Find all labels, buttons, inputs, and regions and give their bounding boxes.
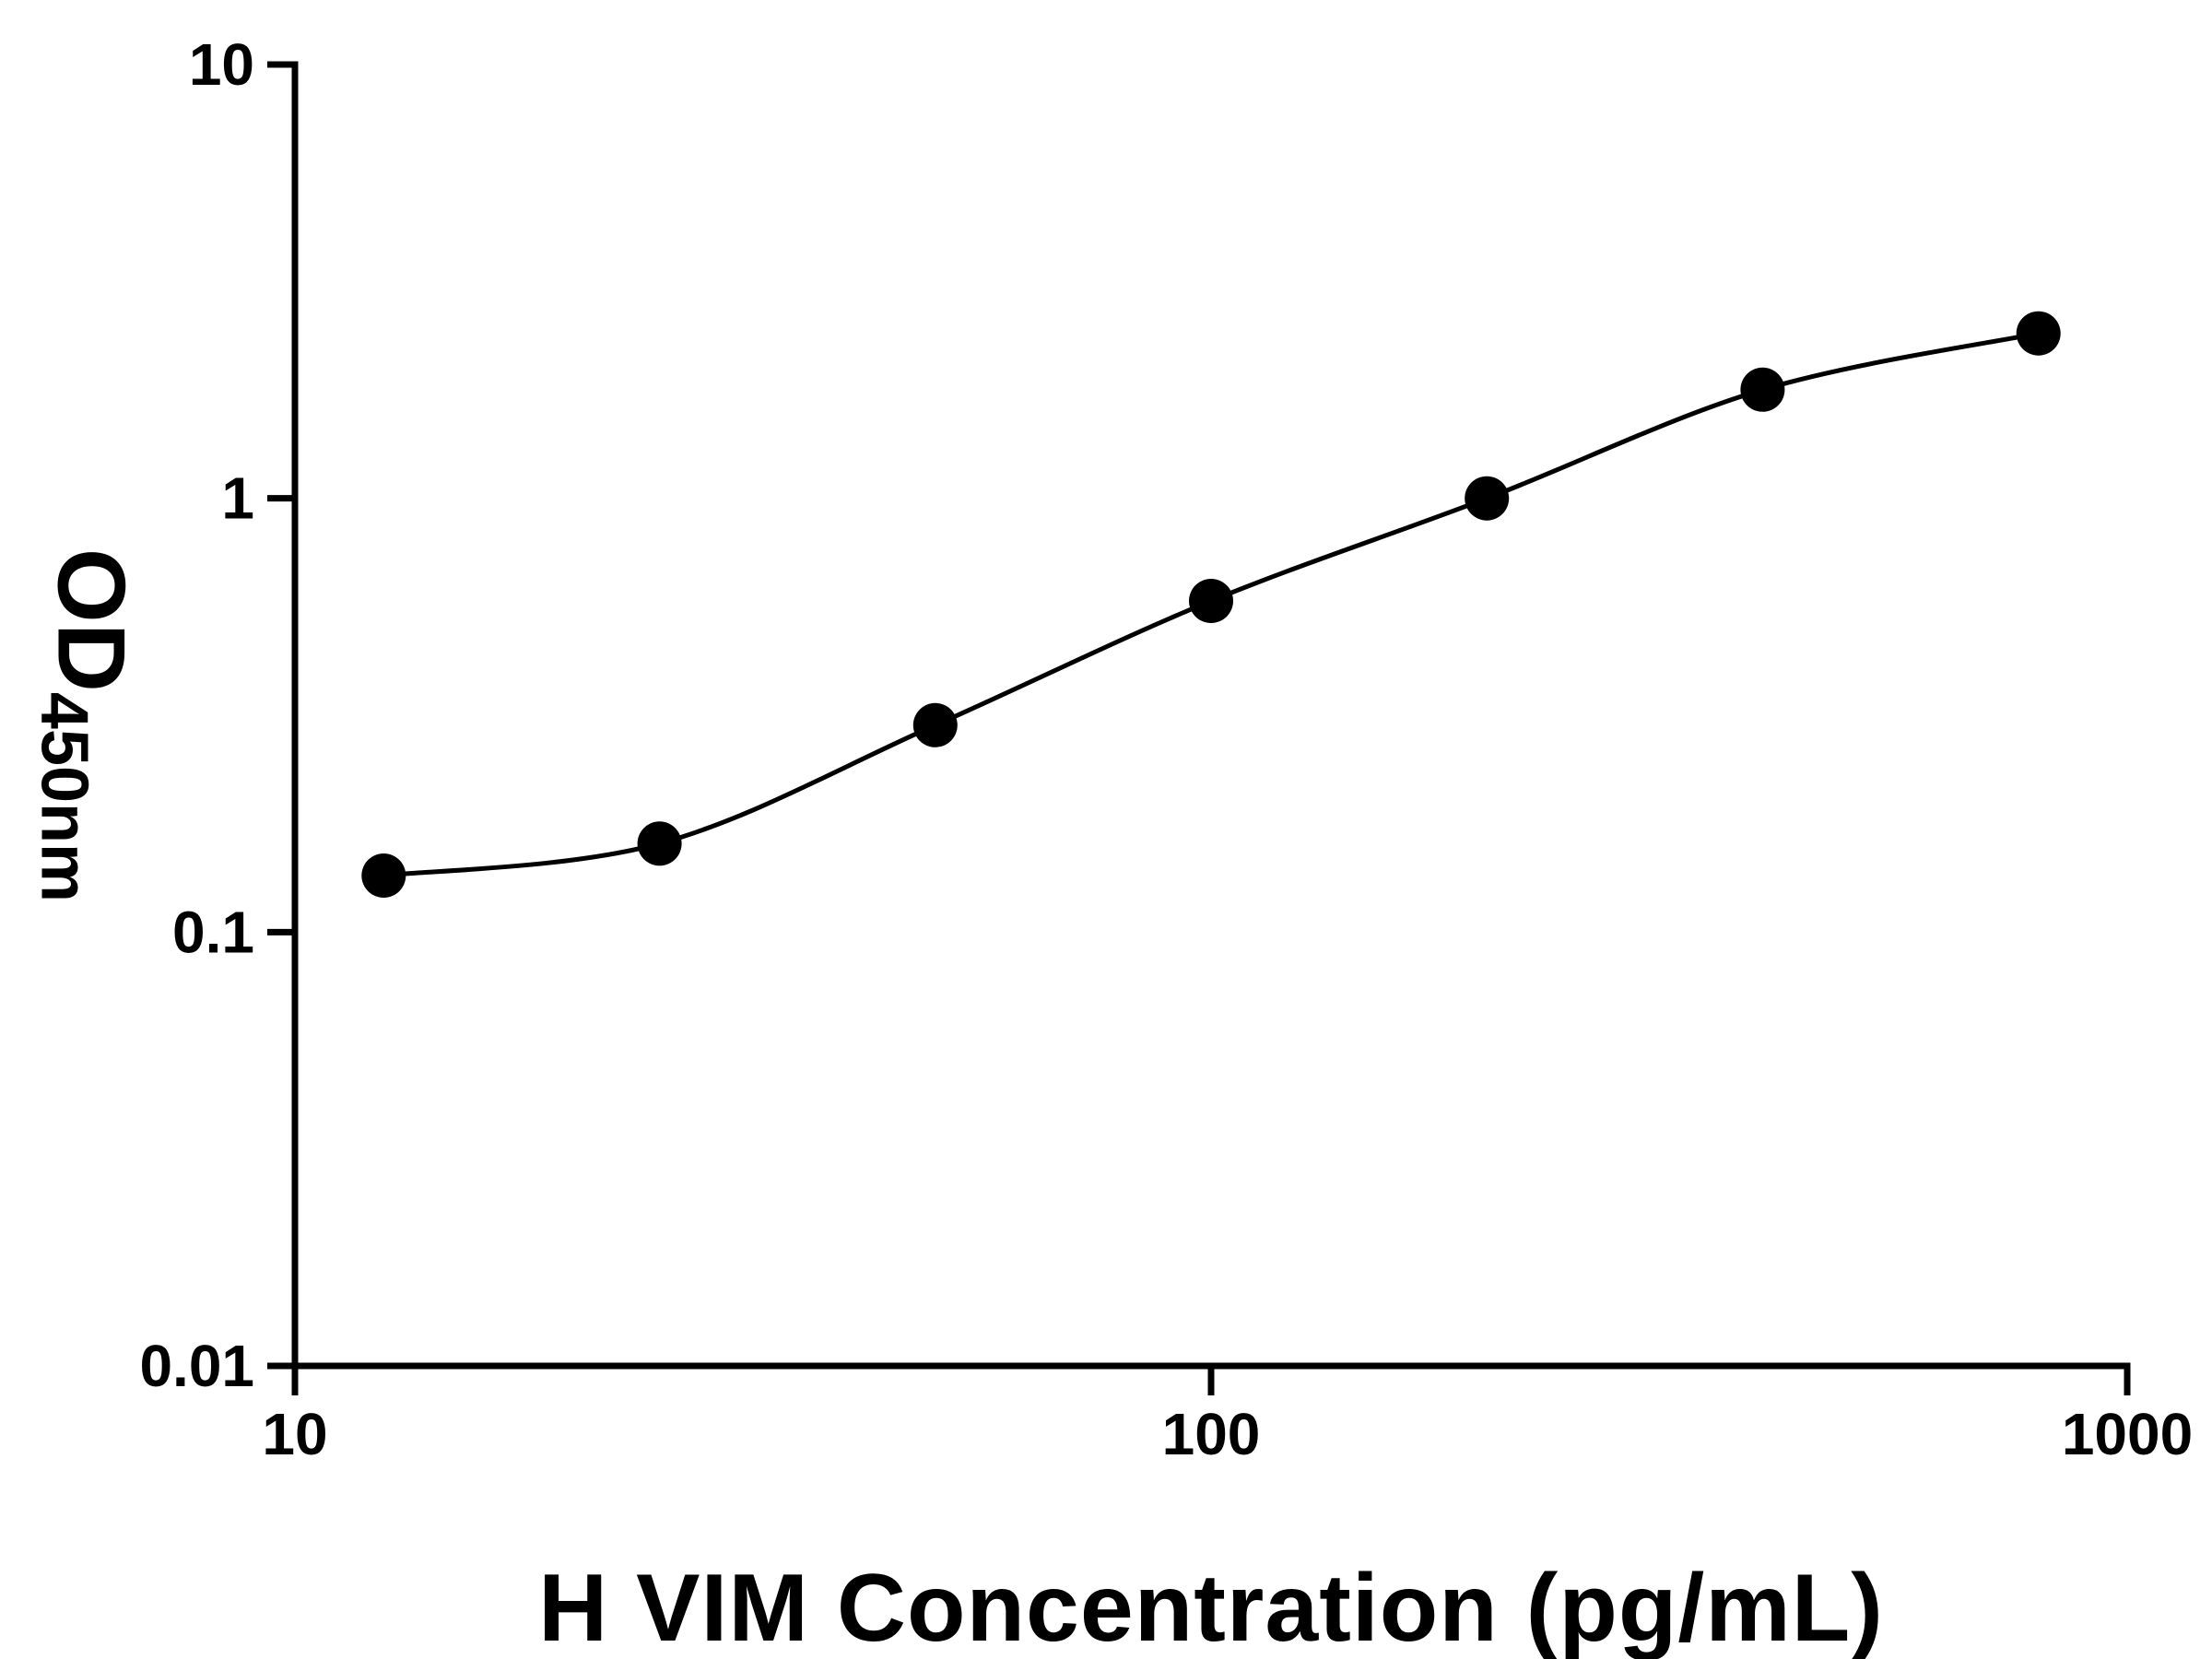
y-axis-title-subscript: 450nm [27,691,101,903]
data-point-marker [912,702,958,747]
y-axis-title: OD450nm [27,548,146,902]
data-point-marker [2016,311,2061,356]
x-tick-label: 10 [262,1401,327,1467]
x-axis-title: H VIM Concentration (pg/mL) [538,1555,1884,1659]
y-tick-label: 0.1 [172,899,254,965]
x-tick-label: 100 [1162,1401,1261,1467]
axes-spine [291,61,2131,1370]
data-point-marker [637,821,682,866]
data-point-marker [361,853,406,898]
data-point-marker [1740,367,1785,412]
data-point-marker [1189,579,1233,623]
y-tick-label: 10 [189,31,254,98]
y-axis-title-main: OD [37,547,145,692]
x-tick-label: 1000 [2062,1401,2193,1467]
data-point-marker [1465,476,1510,521]
y-tick-label: 1 [221,465,254,532]
y-tick-label: 0.01 [139,1333,254,1399]
